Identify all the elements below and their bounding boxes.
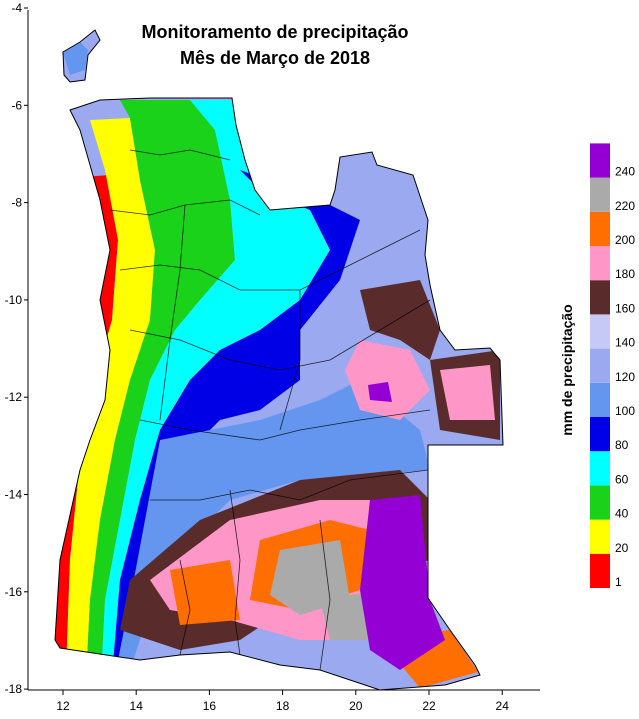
legend-swatch	[590, 177, 610, 212]
legend-swatch	[590, 382, 610, 417]
legend-swatch	[590, 348, 610, 383]
legend-tick-label: 200	[615, 233, 635, 247]
y-axis-ticks: -4 -6 -8 -10 -12 -14 -16 -18	[5, 1, 28, 696]
legend-swatch	[590, 314, 610, 349]
legend-tick-label: 1	[615, 575, 622, 589]
legend-swatch	[590, 553, 610, 588]
legend-tick-label: 20	[615, 541, 629, 555]
axes	[27, 10, 540, 691]
legend-swatch	[590, 246, 610, 281]
x-tick-label: 24	[496, 699, 510, 713]
x-axis-ticks: 12 14 16 18 20 22 24	[56, 690, 509, 713]
legend-tick-label: 60	[615, 472, 629, 486]
legend-swatch	[590, 417, 610, 452]
legend-tick-label: 220	[615, 199, 635, 213]
legend-swatch	[590, 143, 610, 178]
x-tick-label: 20	[349, 699, 363, 713]
angola-border	[54, 97, 504, 691]
legend-tick-label: 160	[615, 301, 635, 315]
legend-tick-label: 140	[615, 336, 635, 350]
x-tick-label: 14	[130, 699, 144, 713]
legend-swatch	[590, 485, 610, 520]
legend-swatch	[590, 211, 610, 246]
legend-swatch	[590, 519, 610, 554]
x-tick-label: 12	[56, 699, 70, 713]
legend-tick-label: 240	[615, 165, 635, 179]
map-title-line1: Monitoramento de precipitação	[141, 22, 408, 42]
legend-title: mm de precipitação	[559, 304, 575, 436]
x-tick-label: 18	[276, 699, 290, 713]
y-tick-label: -18	[5, 682, 23, 696]
y-tick-label: -16	[5, 585, 23, 599]
x-tick-label: 16	[203, 699, 217, 713]
legend-tick-label: 180	[615, 267, 635, 281]
legend-tick-label: 40	[615, 507, 629, 521]
y-tick-label: -6	[11, 98, 22, 112]
y-tick-label: -8	[11, 196, 22, 210]
y-tick-label: -4	[11, 1, 22, 15]
y-tick-label: -10	[5, 293, 23, 307]
y-tick-label: -14	[5, 488, 23, 502]
x-tick-label: 22	[422, 699, 436, 713]
legend-swatch	[590, 451, 610, 486]
legend-swatch	[590, 280, 610, 315]
legend-tick-label: 100	[615, 404, 635, 418]
legend-tick-label: 120	[615, 370, 635, 384]
y-tick-label: -12	[5, 390, 23, 404]
legend-tick-label: 80	[615, 438, 629, 452]
map-title-line2: Mês de Março de 2018	[180, 48, 370, 68]
